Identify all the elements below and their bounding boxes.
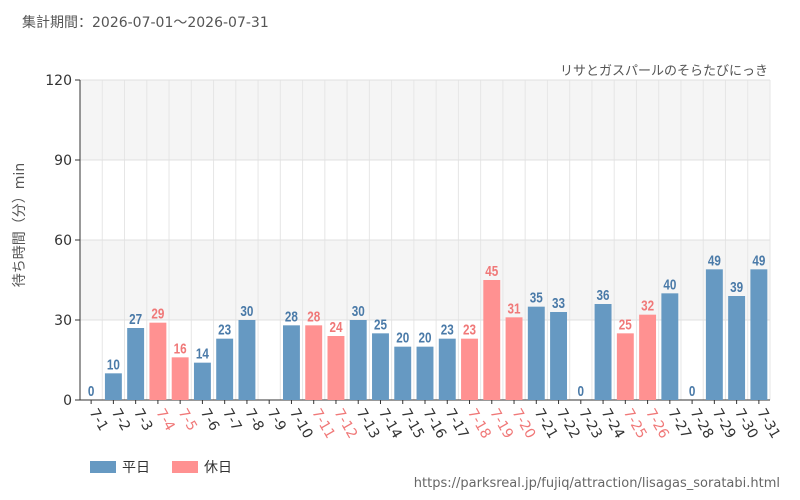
data-label: 16 <box>174 340 187 357</box>
data-label: 35 <box>530 289 543 306</box>
y-tick-label: 0 <box>63 393 72 409</box>
legend-item-weekday: 平日 <box>90 457 150 477</box>
data-label: 45 <box>485 263 498 280</box>
bar <box>461 338 478 400</box>
data-label: 23 <box>441 321 454 338</box>
legend-item-holiday: 休日 <box>172 457 232 477</box>
x-tick-label: 7-5 <box>175 406 200 434</box>
x-tick-label: 7-4 <box>152 406 177 434</box>
y-tick-label: 60 <box>54 233 72 249</box>
bar <box>505 317 523 400</box>
data-label: 14 <box>196 345 209 362</box>
data-label: 40 <box>663 276 676 293</box>
legend-swatch-holiday <box>172 461 198 473</box>
x-tick-label: 7-1 <box>86 406 111 434</box>
data-label: 20 <box>418 329 431 346</box>
data-label: 25 <box>619 316 632 333</box>
bar <box>594 304 612 400</box>
legend-label-holiday: 休日 <box>204 460 232 476</box>
bar <box>171 357 189 400</box>
plot-band <box>80 80 770 160</box>
data-label: 39 <box>730 279 743 296</box>
bar <box>527 306 545 400</box>
plot-band <box>80 240 770 320</box>
bar <box>639 314 657 400</box>
y-tick-label: 30 <box>54 313 72 329</box>
data-label: 28 <box>307 308 320 325</box>
legend: 平日 休日 <box>90 457 254 477</box>
bar <box>372 333 389 400</box>
data-label: 29 <box>151 305 164 322</box>
bar <box>438 338 456 400</box>
data-label: 10 <box>107 356 120 373</box>
x-tick-label: 7-2 <box>108 406 133 434</box>
data-label: 28 <box>285 308 298 325</box>
data-label: 0 <box>88 383 95 400</box>
bar <box>104 373 122 400</box>
bar <box>238 320 256 400</box>
bar <box>616 333 634 400</box>
data-label: 33 <box>552 295 565 312</box>
bar <box>216 338 234 400</box>
bar <box>550 312 568 400</box>
data-label: 49 <box>752 252 765 269</box>
data-label: 49 <box>708 252 721 269</box>
y-tick-label: 120 <box>45 73 72 89</box>
data-label: 23 <box>218 321 231 338</box>
bar <box>750 269 768 400</box>
bar <box>349 320 367 400</box>
bar <box>282 325 300 400</box>
data-label: 25 <box>374 316 387 333</box>
data-label: 30 <box>352 303 365 320</box>
x-tick-label: 7-31 <box>753 406 783 442</box>
data-label: 36 <box>597 287 610 304</box>
data-label: 20 <box>396 329 409 346</box>
bar <box>728 296 746 400</box>
x-tick-label: 7-7 <box>219 406 244 434</box>
bar <box>483 280 501 400</box>
data-label: 0 <box>689 383 696 400</box>
x-tick-label: 7-8 <box>241 406 266 434</box>
period-label: 集計期間：2026-07-01～2026-07-31 <box>22 15 269 31</box>
bar <box>705 269 723 400</box>
bar <box>149 322 167 400</box>
bar <box>661 293 679 400</box>
bar <box>327 336 345 400</box>
x-tick-label: 7-6 <box>197 406 222 434</box>
legend-swatch-weekday <box>90 461 116 473</box>
data-label: 30 <box>240 303 253 320</box>
data-label: 24 <box>329 319 342 336</box>
x-tick-label: 7-9 <box>264 406 289 434</box>
legend-label-weekday: 平日 <box>122 460 150 476</box>
plot-band <box>80 160 770 240</box>
attraction-name: リサとガスパールのそらたびにっき <box>559 64 768 79</box>
data-label: 27 <box>129 311 142 328</box>
data-label: 0 <box>578 383 585 400</box>
y-tick-label: 90 <box>54 153 72 169</box>
bar <box>394 346 412 400</box>
source-url: https://parksreal.jp/fujiq/attraction/li… <box>413 476 780 491</box>
bar <box>127 328 145 400</box>
data-label: 32 <box>641 297 654 314</box>
data-label: 23 <box>463 321 476 338</box>
bar <box>416 346 434 400</box>
bar <box>305 325 323 400</box>
data-label: 31 <box>508 300 521 317</box>
bar <box>193 362 211 400</box>
x-tick-label: 7-3 <box>130 406 155 434</box>
